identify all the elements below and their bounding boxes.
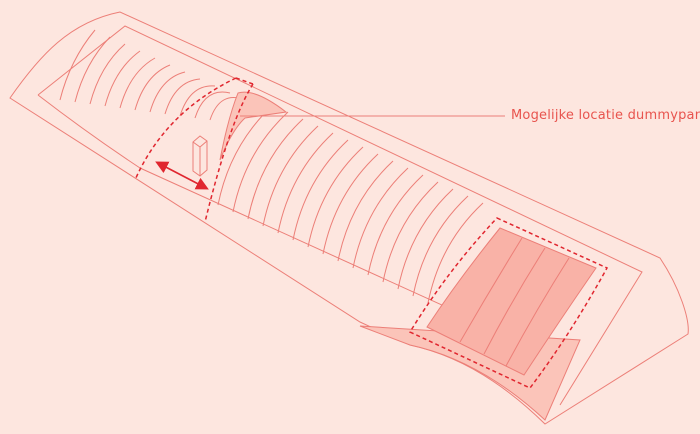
- roof-rib: [382, 181, 439, 283]
- dummy-panel-area-bottom: [426, 227, 597, 376]
- roof-rib: [164, 78, 201, 115]
- roof-rib: [89, 43, 126, 105]
- roof-ribs: [59, 29, 484, 304]
- roof-rib: [217, 104, 274, 206]
- roof-outline: [9, 11, 689, 425]
- roof-rib: [194, 91, 231, 119]
- roof-rib: [352, 167, 409, 269]
- roof-rib: [104, 50, 141, 107]
- roof-rib: [307, 146, 364, 248]
- dashed-boundary-panel: [408, 217, 609, 389]
- roof-rib: [397, 188, 454, 290]
- roof-rib: [119, 57, 156, 109]
- post-object: [192, 135, 208, 177]
- dashed-boundary-top: [235, 77, 254, 85]
- roof-skirt-line: [37, 94, 531, 346]
- roof-rib: [232, 111, 289, 213]
- roof-rib: [367, 174, 424, 276]
- roof-rib: [134, 64, 171, 111]
- dashed-boundary-left: [134, 77, 237, 181]
- spacing-arrow: [155, 161, 209, 190]
- dummy-panel-area-top: [219, 91, 288, 161]
- roof-inner-edge: [37, 25, 643, 406]
- roof-rib: [149, 71, 186, 113]
- roof-rib: [337, 160, 394, 262]
- roof-rib: [427, 202, 484, 304]
- callout-label: Mogelijke locatie dummypanelen: [511, 108, 700, 123]
- roof-rib: [59, 29, 96, 101]
- roof-rib: [262, 125, 319, 227]
- roof-rib: [412, 195, 469, 297]
- roof-rib: [322, 153, 379, 255]
- roof-rib: [277, 132, 334, 234]
- roof-rib: [292, 139, 349, 241]
- roof-rib: [179, 85, 216, 117]
- roof-rib: [247, 118, 304, 220]
- dashed-boundary-right: [204, 83, 254, 223]
- roof-rib: [74, 36, 111, 103]
- dummy-panel-dividers: [459, 237, 570, 367]
